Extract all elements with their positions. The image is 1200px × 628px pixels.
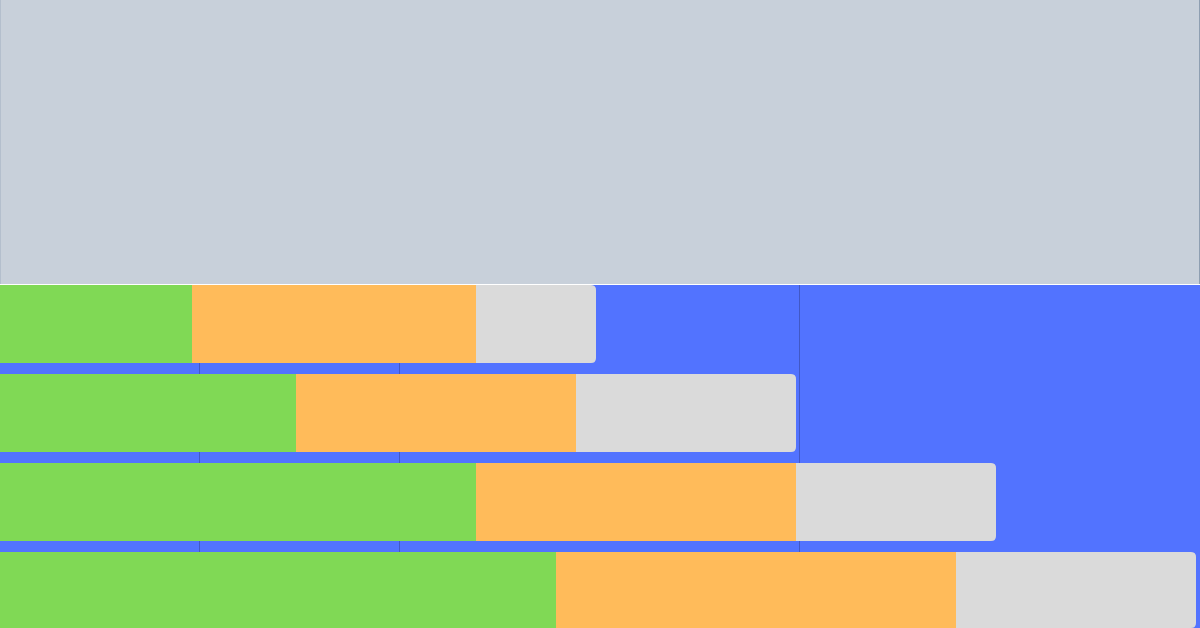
bar-segment <box>0 374 297 452</box>
bar-row <box>0 285 596 363</box>
bar-segment <box>576 374 796 452</box>
bar-segment <box>796 463 996 541</box>
bar-segment <box>0 285 193 363</box>
bar-segment <box>296 374 577 452</box>
bars <box>0 285 1196 628</box>
bar-row <box>0 552 1196 628</box>
bar-chart <box>0 285 1196 628</box>
bar-segment <box>192 285 477 363</box>
plot-area <box>0 285 1200 628</box>
bar-segment <box>556 552 957 628</box>
bar-row <box>0 463 996 541</box>
header-area <box>0 0 1200 284</box>
bar-segment <box>956 552 1196 628</box>
bar-segment <box>0 552 557 628</box>
bar-segment <box>0 463 477 541</box>
bar-segment <box>476 285 596 363</box>
bar-segment <box>476 463 797 541</box>
bar-row <box>0 374 796 452</box>
